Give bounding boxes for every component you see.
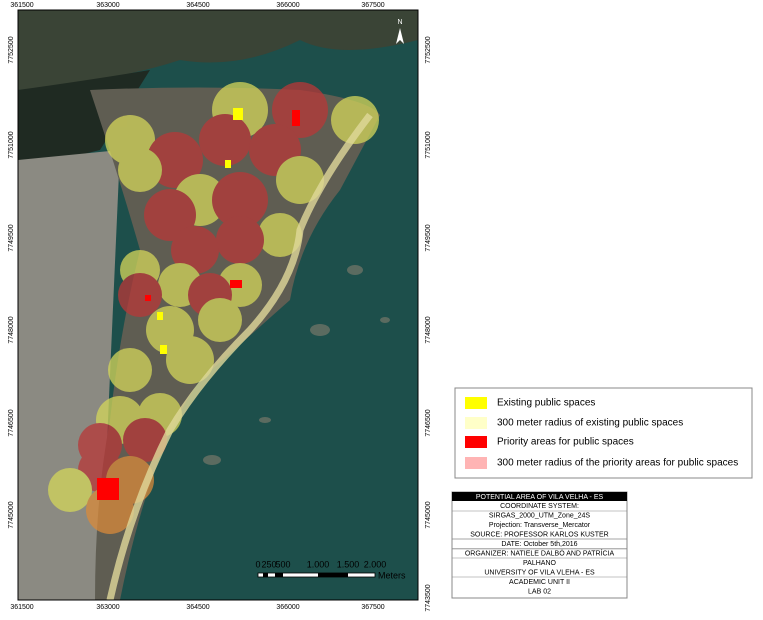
info-box	[451, 491, 628, 599]
y-coordinate-label: 7748000	[425, 316, 432, 343]
map-frame	[17, 9, 419, 601]
info-title: POTENTIAL AREA OF VILA VELHA - ES	[476, 494, 604, 501]
info-title-bg	[452, 492, 627, 501]
info-line: PALHANO	[523, 560, 556, 567]
islands	[203, 265, 390, 465]
info-line: ORGANIZER: NATIELE DALBÓ AND PATRÍCIA	[465, 548, 615, 557]
legend-swatch	[465, 457, 487, 469]
public-spaces	[97, 108, 300, 500]
north-label: N	[397, 19, 402, 26]
x-coordinate-label: 363000	[96, 604, 119, 611]
info-line: COORDINATE SYSTEM:	[500, 503, 579, 510]
x-coordinate-label: 361500	[10, 604, 33, 611]
map-image	[18, 10, 418, 600]
scale-unit: Meters	[378, 570, 406, 580]
x-coordinate-label: 364500	[186, 604, 209, 611]
x-coordinate-label: 367500	[361, 2, 384, 9]
scale-label: 500	[275, 559, 290, 569]
info-line: SOURCE: PROFESSOR KARLOS KUSTER	[470, 531, 608, 538]
info-line: ACADEMIC UNIT II	[509, 579, 570, 586]
scale-label: 250	[261, 559, 276, 569]
y-coordinate-label: 7745000	[8, 501, 15, 528]
x-coordinate-label: 366000	[276, 2, 299, 9]
info-line: Projection: Transverse_Mercator	[489, 522, 591, 529]
legend-label: Existing public spaces	[497, 398, 595, 409]
y-coordinate-label: 7752500	[425, 36, 432, 63]
y-coordinate-label: 7751000	[425, 131, 432, 158]
legend-swatch	[465, 436, 487, 448]
x-coordinate-label: 363000	[96, 2, 119, 9]
x-coordinate-label: 366000	[276, 604, 299, 611]
info-line: DATE: October 5th,2016	[501, 541, 577, 548]
scale-label: 1.000	[307, 559, 330, 569]
legend-swatch	[465, 417, 487, 429]
x-coordinate-label: 361500	[10, 2, 33, 9]
y-coordinate-label: 7745000	[425, 501, 432, 528]
info-line: LAB 02	[528, 588, 551, 595]
legend-box	[454, 387, 753, 479]
scale-bar	[257, 572, 376, 578]
x-coordinate-label: 367500	[361, 604, 384, 611]
y-coordinate-label: 7746500	[8, 409, 15, 436]
legend-label: 300 meter radius of existing public spac…	[497, 418, 683, 429]
legend-label: Priority areas for public spaces	[497, 437, 634, 448]
x-coordinate-label: 364500	[186, 2, 209, 9]
y-coordinate-label: 7743500	[425, 584, 432, 611]
legend-label: 300 meter radius of the priority areas f…	[497, 458, 738, 469]
y-coordinate-label: 7751000	[8, 131, 15, 158]
y-coordinate-label: 7748000	[8, 316, 15, 343]
scale-label: 1.500	[337, 559, 360, 569]
info-line: SIRGAS_2000_UTM_Zone_24S	[489, 512, 590, 519]
y-coordinate-label: 7752500	[8, 36, 15, 63]
y-coordinate-label: 7749500	[425, 224, 432, 251]
buffer-circles	[48, 82, 379, 534]
scale-label: 2.000	[364, 559, 387, 569]
y-coordinate-label: 7749500	[8, 224, 15, 251]
scale-label: 0	[255, 559, 260, 569]
legend-swatch	[465, 397, 487, 409]
north-arrow	[396, 28, 404, 44]
y-coordinate-label: 7746500	[425, 409, 432, 436]
info-line: UNIVERSITY OF VILA VLEHA - ES	[484, 569, 595, 576]
